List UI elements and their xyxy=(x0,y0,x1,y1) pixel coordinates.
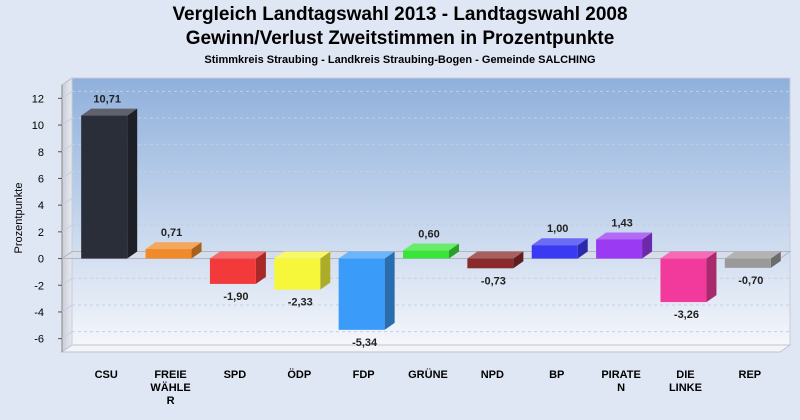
category-label: PIRATE xyxy=(601,369,641,381)
chart-title-line1: Vergleich Landtagswahl 2013 - Landtagswa… xyxy=(172,4,628,25)
bar-top xyxy=(467,251,524,259)
y-tick-label: 12 xyxy=(32,93,44,105)
y-tick-label: 6 xyxy=(38,173,44,185)
bar-top xyxy=(596,232,653,240)
bar-side xyxy=(255,251,266,284)
bar-side xyxy=(577,238,588,259)
bar-bp xyxy=(531,238,588,259)
y-tick-label: 0 xyxy=(38,254,44,266)
category-label: FDP xyxy=(353,369,375,381)
bar-front xyxy=(531,245,578,259)
bar-rep xyxy=(724,251,781,268)
bar-front xyxy=(467,258,514,269)
y-axis-label: Prozentpunkte xyxy=(13,183,25,254)
gridline-side xyxy=(61,144,73,153)
y-tick-label: 2 xyxy=(38,227,44,239)
bar-side xyxy=(320,251,331,290)
category-label: WÄHLE xyxy=(150,381,190,394)
bar-front xyxy=(596,239,643,259)
category-label: GRÜNE xyxy=(408,368,448,381)
bar-freie-wähler xyxy=(145,242,202,259)
y-tick-label: 10 xyxy=(32,120,44,132)
bar-side xyxy=(384,251,395,330)
bar-top xyxy=(724,251,781,259)
bar-top xyxy=(403,243,459,251)
bar-side xyxy=(191,242,202,259)
value-label: 0,71 xyxy=(161,227,182,239)
category-label: DIE xyxy=(676,369,694,381)
category-label: ÖDP xyxy=(287,368,311,381)
category-label: R xyxy=(167,395,175,407)
bar-ödp xyxy=(274,251,331,290)
bar-top xyxy=(660,251,717,259)
value-label: 10,71 xyxy=(93,94,121,106)
bar-npd xyxy=(467,251,524,269)
gridline-side xyxy=(61,90,73,99)
bar-top xyxy=(209,251,266,259)
value-label: 1,00 xyxy=(547,223,568,235)
value-label: 1,43 xyxy=(611,217,632,229)
category-label: CSU xyxy=(95,369,118,381)
category-label: FREIE xyxy=(154,369,186,381)
value-label: 0,60 xyxy=(418,229,439,241)
y-tick-label: -2 xyxy=(34,280,44,292)
bar-top xyxy=(145,242,202,250)
bar-front xyxy=(81,115,128,259)
bar-front xyxy=(724,258,771,268)
bar-front xyxy=(209,258,256,284)
bar-side xyxy=(127,108,138,259)
chart-title-line2: Gewinn/Verlust Zweitstimmen in Prozentpu… xyxy=(185,28,615,49)
gridline-side xyxy=(61,171,73,179)
bar-front xyxy=(145,249,192,259)
bar-top xyxy=(81,108,138,116)
bar-front xyxy=(403,250,449,259)
category-label: NPD xyxy=(481,369,504,381)
gridline-side xyxy=(61,197,73,206)
bar-front xyxy=(274,258,321,290)
gridline-side xyxy=(61,224,73,233)
bar-front xyxy=(660,258,707,303)
value-label: -3,26 xyxy=(674,309,699,321)
chart-back-wall xyxy=(71,77,791,346)
value-label: -1,90 xyxy=(223,291,248,303)
bar-front xyxy=(338,258,385,330)
bar-piraten xyxy=(596,232,653,259)
chart-floor xyxy=(60,344,792,353)
bar-grüne xyxy=(403,243,459,259)
value-label: -2,33 xyxy=(288,297,313,309)
gridline-side xyxy=(61,277,73,286)
bar-side xyxy=(706,251,717,303)
category-label: REP xyxy=(739,369,762,381)
gridline-side xyxy=(61,331,73,340)
bar-side xyxy=(449,243,459,259)
bar-side xyxy=(642,232,653,259)
bar-side xyxy=(770,251,781,268)
bar-fdp xyxy=(338,251,395,330)
bar-spd xyxy=(209,251,266,284)
gridline-side xyxy=(61,304,73,313)
chart-subtitle: Stimmkreis Straubing - Landkreis Straubi… xyxy=(204,54,596,66)
y-tick-label: -6 xyxy=(34,334,44,346)
bar-side xyxy=(513,251,524,269)
bar-die-linke xyxy=(660,251,717,303)
category-label: BP xyxy=(549,369,564,381)
bar-top xyxy=(274,251,331,259)
category-label: SPD xyxy=(224,369,247,381)
bar-top xyxy=(338,251,395,259)
y-tick-label: 8 xyxy=(38,147,44,159)
y-tick-label: -4 xyxy=(34,307,44,319)
y-tick-label: 4 xyxy=(38,200,44,212)
bar-top xyxy=(531,238,588,246)
value-label: -5,34 xyxy=(352,337,378,349)
value-label: -0,70 xyxy=(738,275,763,287)
bar-csu xyxy=(81,108,138,259)
gridline-side xyxy=(61,117,73,126)
value-label: -0,73 xyxy=(481,275,506,287)
category-label: N xyxy=(617,382,625,394)
category-label: LINKE xyxy=(669,382,702,394)
